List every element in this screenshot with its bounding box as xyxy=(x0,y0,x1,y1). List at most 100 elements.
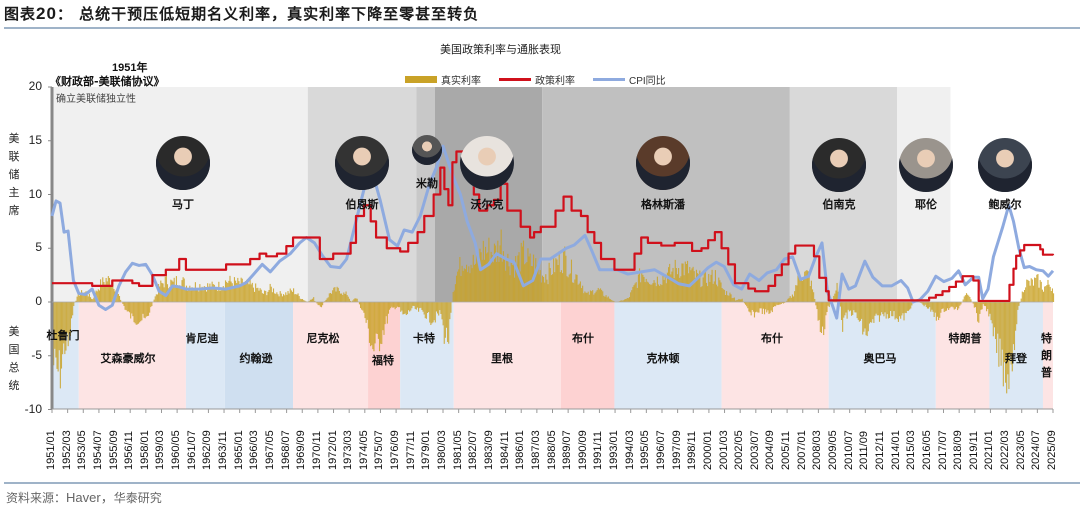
real-rate-bar xyxy=(846,302,848,319)
x-tick-label: 1966/03 xyxy=(248,430,261,470)
real-rate-bar xyxy=(53,302,55,366)
legend-item-policy-rate: 政策利率 xyxy=(499,72,575,87)
real-rate-bar xyxy=(717,286,719,302)
real-rate-bar xyxy=(724,295,727,302)
president-band xyxy=(453,302,561,409)
real-rate-bar xyxy=(212,284,214,302)
real-rate-bar xyxy=(638,268,641,302)
real-rate-bar xyxy=(1023,289,1026,302)
real-rate-bar xyxy=(938,302,940,321)
bottom-rule xyxy=(4,482,1080,484)
x-tick-label: 1960/05 xyxy=(170,430,183,470)
real-rate-bar xyxy=(768,302,770,314)
x-tick-label: 1984/11 xyxy=(498,431,511,470)
real-rate-bar xyxy=(807,271,809,302)
real-rate-bar xyxy=(932,302,934,312)
real-rate-bar xyxy=(419,302,421,309)
real-rate-bar xyxy=(852,302,854,315)
real-rate-bar xyxy=(499,245,501,302)
real-rate-bar xyxy=(116,290,118,302)
real-rate-bar xyxy=(953,302,955,310)
real-rate-bar xyxy=(155,294,157,302)
real-rate-bar xyxy=(752,302,754,312)
real-rate-bar xyxy=(278,296,280,302)
real-rate-bar xyxy=(557,265,559,302)
real-rate-bar xyxy=(66,302,68,333)
real-rate-bar xyxy=(283,294,285,302)
real-rate-bar xyxy=(190,290,192,302)
real-rate-bar xyxy=(745,302,747,305)
real-rate-bar xyxy=(608,298,610,302)
title-text: ： 总统干预压低短期名义利率，真实利率下降至零甚至转负 xyxy=(56,5,480,23)
real-rate-bar xyxy=(627,298,629,302)
real-rate-bar xyxy=(758,302,760,313)
chair-portrait-icon xyxy=(412,135,442,165)
real-rate-bar xyxy=(230,281,232,302)
real-rate-bar xyxy=(141,302,143,321)
real-rate-bar xyxy=(910,302,912,309)
real-rate-bar xyxy=(1047,279,1049,302)
real-rate-bar xyxy=(237,277,239,302)
real-rate-bar xyxy=(665,283,667,302)
real-rate-bar xyxy=(556,259,558,302)
real-rate-bar xyxy=(1001,302,1003,350)
real-rate-bar xyxy=(81,290,83,302)
real-rate-bar xyxy=(412,302,414,306)
real-rate-bar xyxy=(82,294,84,302)
real-rate-bar xyxy=(270,286,272,302)
real-rate-bar xyxy=(859,302,862,321)
x-tick-label: 1996/07 xyxy=(654,430,667,470)
real-rate-bar xyxy=(921,302,923,304)
chair-portrait-icon xyxy=(978,138,1032,192)
president-label: 杜鲁门 xyxy=(46,329,80,342)
real-rate-bar xyxy=(1009,302,1011,357)
real-rate-bar xyxy=(664,275,666,302)
real-rate-bar xyxy=(1053,293,1055,302)
real-rate-bar xyxy=(455,275,458,302)
real-rate-bar xyxy=(1013,302,1016,351)
x-tick-label: 1969/09 xyxy=(295,430,308,470)
real-rate-bar xyxy=(606,297,608,302)
x-tick-label: 1995/05 xyxy=(639,430,652,470)
real-rate-bar xyxy=(445,302,448,328)
real-rate-bar xyxy=(467,272,469,302)
chair-label: 米勒 xyxy=(416,177,438,190)
cpi-line xyxy=(50,144,1055,320)
real-rate-bar xyxy=(367,302,369,329)
real-rate-bar xyxy=(1000,302,1002,366)
real-rate-bar xyxy=(685,263,687,302)
real-rate-bar xyxy=(712,283,714,302)
real-rate-bar xyxy=(811,289,814,302)
x-tick-label: 1988/05 xyxy=(545,430,558,470)
x-tick-label: 2018/09 xyxy=(952,430,965,470)
real-rate-bar xyxy=(551,274,554,302)
real-rate-bar xyxy=(235,280,237,302)
real-rate-bar xyxy=(599,288,602,302)
real-rate-bar xyxy=(131,302,133,314)
real-rate-bar xyxy=(356,298,358,302)
real-rate-bar xyxy=(293,288,295,302)
real-rate-bar xyxy=(60,302,63,369)
real-rate-bar xyxy=(982,302,984,305)
real-rate-bar xyxy=(781,302,783,304)
real-rate-bar xyxy=(769,302,771,314)
real-rate-bar xyxy=(275,293,277,302)
real-rate-bar xyxy=(183,278,185,302)
real-rate-bar xyxy=(470,264,472,302)
real-rate-bar xyxy=(886,302,888,315)
real-rate-bar xyxy=(815,302,817,306)
real-rate-bar xyxy=(822,302,824,327)
real-rate-bar xyxy=(1029,285,1031,302)
real-rate-bar xyxy=(174,285,176,302)
real-rate-bar xyxy=(512,262,514,302)
real-rate-bar xyxy=(741,298,743,302)
real-rate-bar xyxy=(317,302,319,306)
real-rate-bar xyxy=(699,270,701,302)
real-rate-bar xyxy=(827,302,829,306)
real-rate-bar xyxy=(450,302,452,313)
real-rate-bar xyxy=(636,287,638,302)
x-tick-label: 1986/01 xyxy=(514,430,527,470)
real-rate-bar xyxy=(125,302,127,311)
real-rate-bar xyxy=(479,248,481,302)
real-rate-bar xyxy=(153,299,155,302)
